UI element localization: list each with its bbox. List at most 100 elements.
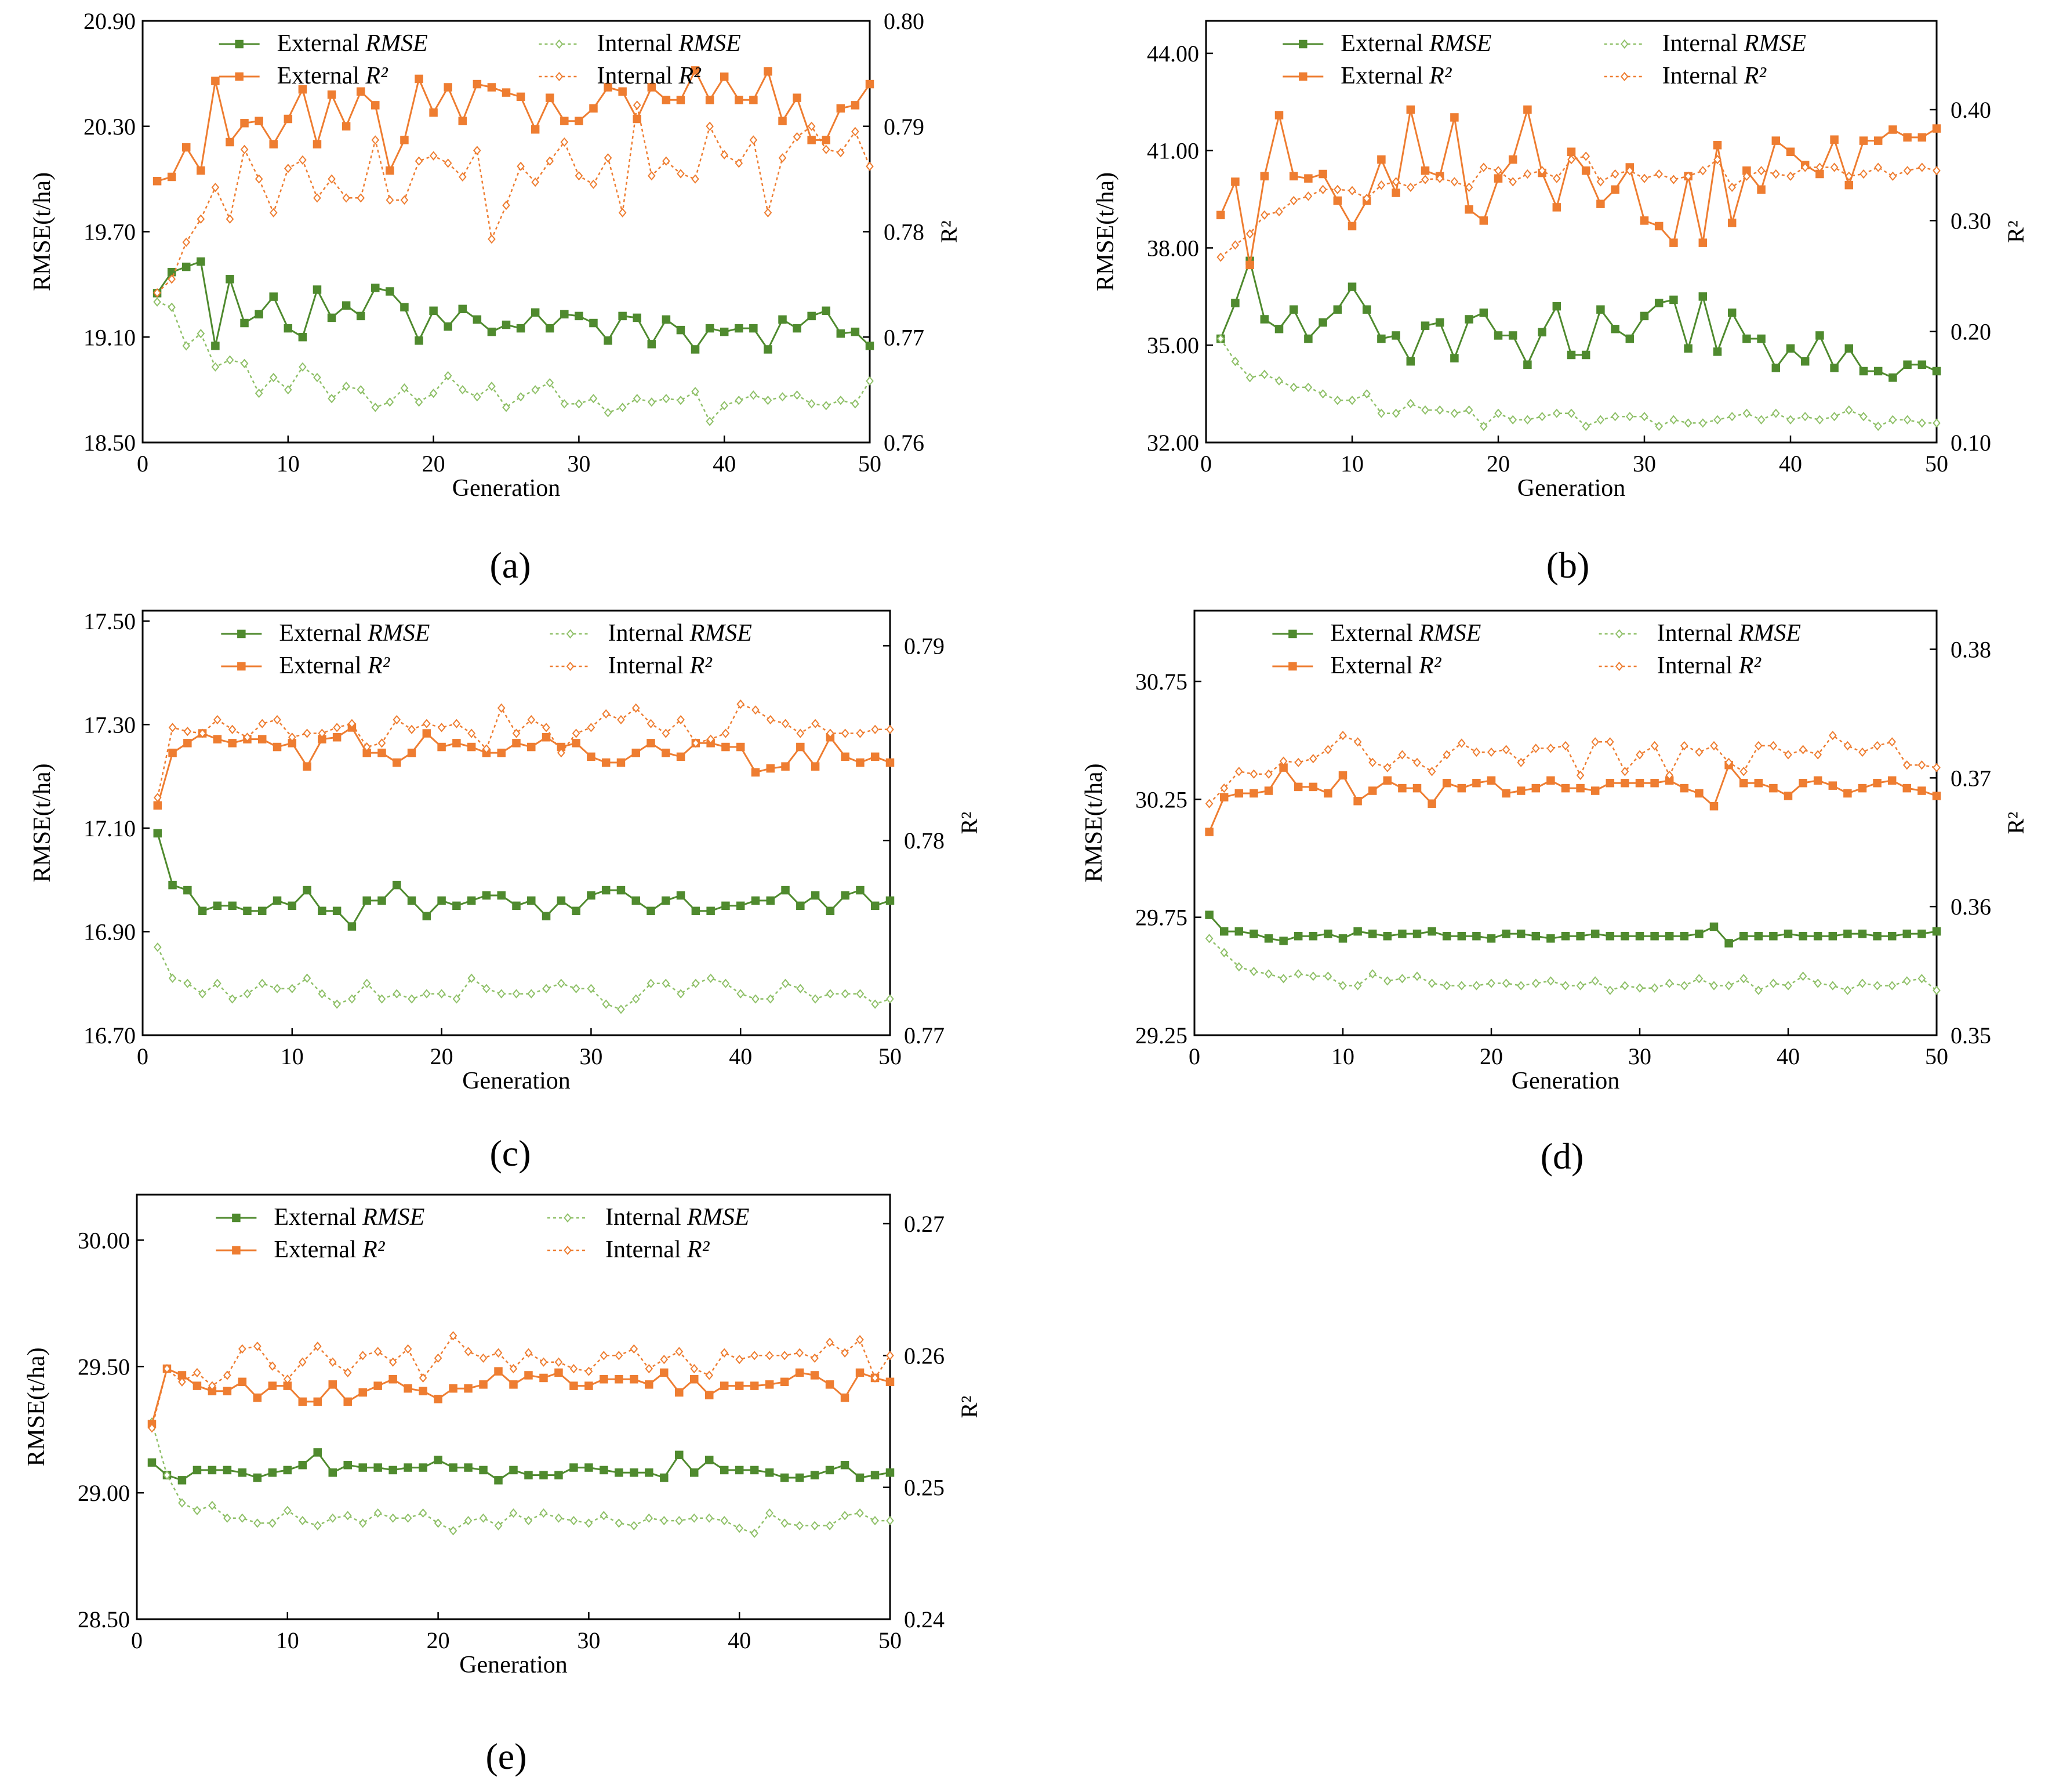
legend-marker — [1620, 71, 1629, 82]
series-int-rmse — [153, 297, 874, 426]
data-point — [1421, 321, 1430, 330]
data-point — [691, 66, 700, 75]
data-point — [1813, 931, 1822, 941]
y-axis-title: RMSE(t/ha) — [1081, 763, 1107, 882]
y2-axis-title: R² — [2003, 812, 2029, 835]
data-point — [1457, 783, 1466, 793]
data-point — [601, 758, 611, 767]
plot-frame — [1193, 610, 1938, 1036]
data-point — [765, 1468, 774, 1477]
data-point — [512, 739, 521, 748]
data-point — [822, 136, 831, 144]
data-point — [1309, 971, 1317, 981]
legend-label: External R² — [1341, 63, 1452, 89]
data-point — [1353, 797, 1362, 806]
y-tick-label: 19.70 — [83, 219, 136, 245]
data-point — [211, 77, 220, 85]
data-point — [1517, 757, 1526, 767]
data-point — [400, 303, 409, 312]
data-point — [208, 1465, 217, 1475]
data-point — [373, 1463, 382, 1472]
data-point — [253, 1518, 262, 1528]
data-point — [1546, 976, 1555, 986]
data-point — [796, 728, 805, 738]
data-point — [764, 396, 772, 405]
data-point — [358, 1463, 367, 1472]
legend-marker — [1299, 72, 1308, 81]
legend-entry-ext-r2: External R² — [1283, 63, 1452, 89]
data-point — [1606, 931, 1615, 941]
data-point — [539, 1508, 548, 1518]
data-point — [856, 1508, 864, 1518]
data-point — [1843, 929, 1852, 938]
data-point — [1650, 741, 1659, 750]
data-point — [197, 329, 205, 339]
data-point — [1669, 175, 1678, 184]
data-point — [886, 1351, 894, 1361]
data-point — [283, 1465, 292, 1475]
data-point — [554, 1513, 563, 1523]
legend-entry-ext-r2: External R² — [1272, 652, 1442, 679]
data-point — [1561, 741, 1570, 750]
data-point — [333, 723, 341, 732]
data-point — [1874, 421, 1883, 431]
data-point — [458, 385, 467, 395]
data-point — [257, 906, 267, 916]
data-point — [841, 891, 849, 900]
data-point — [1531, 931, 1541, 941]
data-point — [587, 723, 595, 732]
data-point — [1754, 931, 1763, 941]
chart-panel-c: 0 10 20 30 40 50 16.70 16.90 17.10 17.30 17.50 0.77… — [29, 608, 982, 1174]
data-point — [1786, 415, 1795, 425]
data-point — [706, 416, 714, 426]
y2-tick-label: 0.78 — [884, 219, 924, 245]
series-ext-r2 — [153, 723, 895, 810]
data-point — [1552, 173, 1561, 183]
data-point — [1561, 931, 1570, 941]
data-point — [1265, 769, 1273, 779]
data-point — [197, 214, 205, 224]
data-point — [358, 1518, 367, 1528]
data-point — [226, 214, 234, 224]
data-point — [1220, 783, 1229, 793]
data-point — [1727, 218, 1737, 227]
data-point — [1932, 367, 1941, 376]
data-point — [238, 1377, 247, 1387]
data-point — [822, 144, 830, 154]
series-int-r2 — [153, 699, 894, 803]
legend-entry-int-r2: Internal R² — [539, 63, 702, 89]
data-point — [467, 896, 476, 905]
data-point — [1450, 354, 1459, 362]
data-point — [502, 402, 510, 412]
legend-entry-ext-rmse: External RMSE — [216, 1204, 424, 1231]
data-point — [1363, 389, 1371, 399]
data-point — [434, 1518, 442, 1528]
legend-label: External RMSE — [279, 620, 430, 647]
legend-label: Internal R² — [1662, 63, 1767, 89]
chart-panel-b: 0 10 20 30 40 50 32.00 35.00 38.00 41.00 44.00 0.10… — [1092, 20, 2029, 586]
data-point — [1531, 783, 1541, 793]
data-point — [332, 906, 342, 916]
y-tick-label: 44.00 — [1147, 41, 1199, 67]
data-point — [647, 719, 655, 728]
data-point — [1502, 789, 1510, 798]
data-point — [1368, 969, 1377, 979]
data-point — [423, 989, 431, 999]
data-point — [1786, 171, 1795, 181]
data-point — [1713, 347, 1722, 356]
data-point — [855, 1473, 865, 1482]
data-point — [473, 392, 481, 402]
data-point — [554, 1471, 563, 1479]
data-point — [796, 901, 805, 910]
legend-label: External RMSE — [1330, 620, 1481, 647]
x-axis-title: Generation — [459, 1652, 568, 1678]
data-point — [542, 912, 551, 920]
data-point — [840, 1460, 849, 1470]
data-point — [841, 1511, 849, 1521]
legend-label: Internal R² — [1657, 652, 1762, 679]
data-point — [1245, 373, 1254, 383]
x-tick-label: 10 — [281, 1043, 304, 1069]
data-point — [163, 1364, 171, 1374]
data-point — [1680, 741, 1688, 750]
y2-tick-label: 0.76 — [884, 430, 924, 456]
